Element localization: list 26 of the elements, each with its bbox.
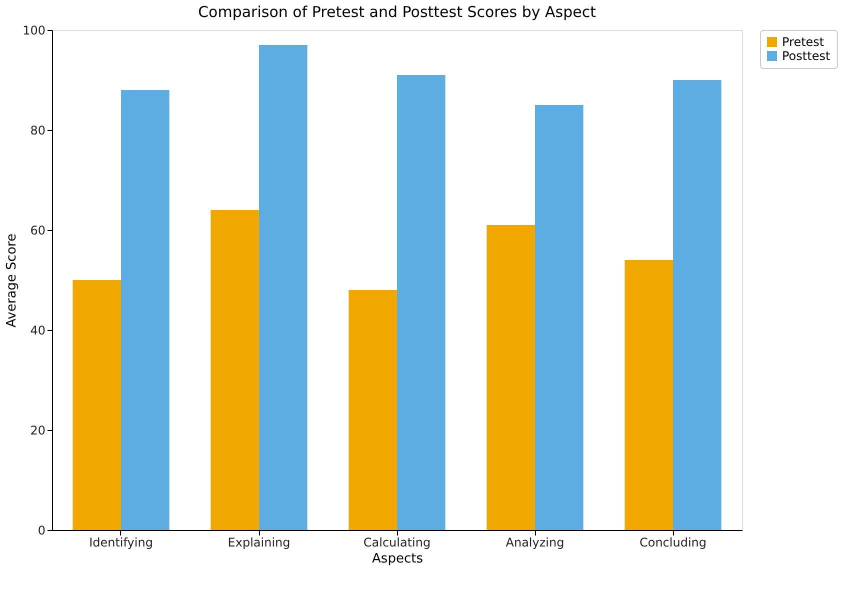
x-tick-label: Explaining (228, 536, 290, 550)
y-tick-label: 0 (38, 524, 46, 538)
bar (535, 105, 584, 530)
bar (121, 90, 170, 530)
y-tick-label: 60 (30, 224, 46, 238)
bar (72, 280, 121, 530)
x-tick-label: Calculating (363, 536, 431, 550)
bar (348, 290, 397, 530)
x-axis-title: Aspects (372, 552, 424, 566)
x-tick-label: Concluding (639, 536, 707, 550)
legend-label: Pretest (782, 35, 824, 49)
bar (397, 75, 446, 530)
y-tick-label: 40 (30, 324, 46, 338)
bar (259, 45, 308, 530)
y-tick-label: 20 (30, 424, 46, 438)
x-tick-label: Identifying (89, 536, 153, 550)
bar (486, 225, 535, 530)
bar (210, 210, 259, 530)
bar (624, 260, 673, 530)
legend-label: Posttest (782, 49, 830, 63)
chart-title: Comparison of Pretest and Posttest Scores by Aspect (198, 3, 596, 21)
bar (673, 80, 722, 530)
y-tick-label: 100 (22, 24, 46, 38)
y-tick-label: 80 (30, 124, 46, 138)
x-tick-label: Analyzing (506, 536, 564, 550)
y-axis-title: Average Score (4, 234, 20, 328)
